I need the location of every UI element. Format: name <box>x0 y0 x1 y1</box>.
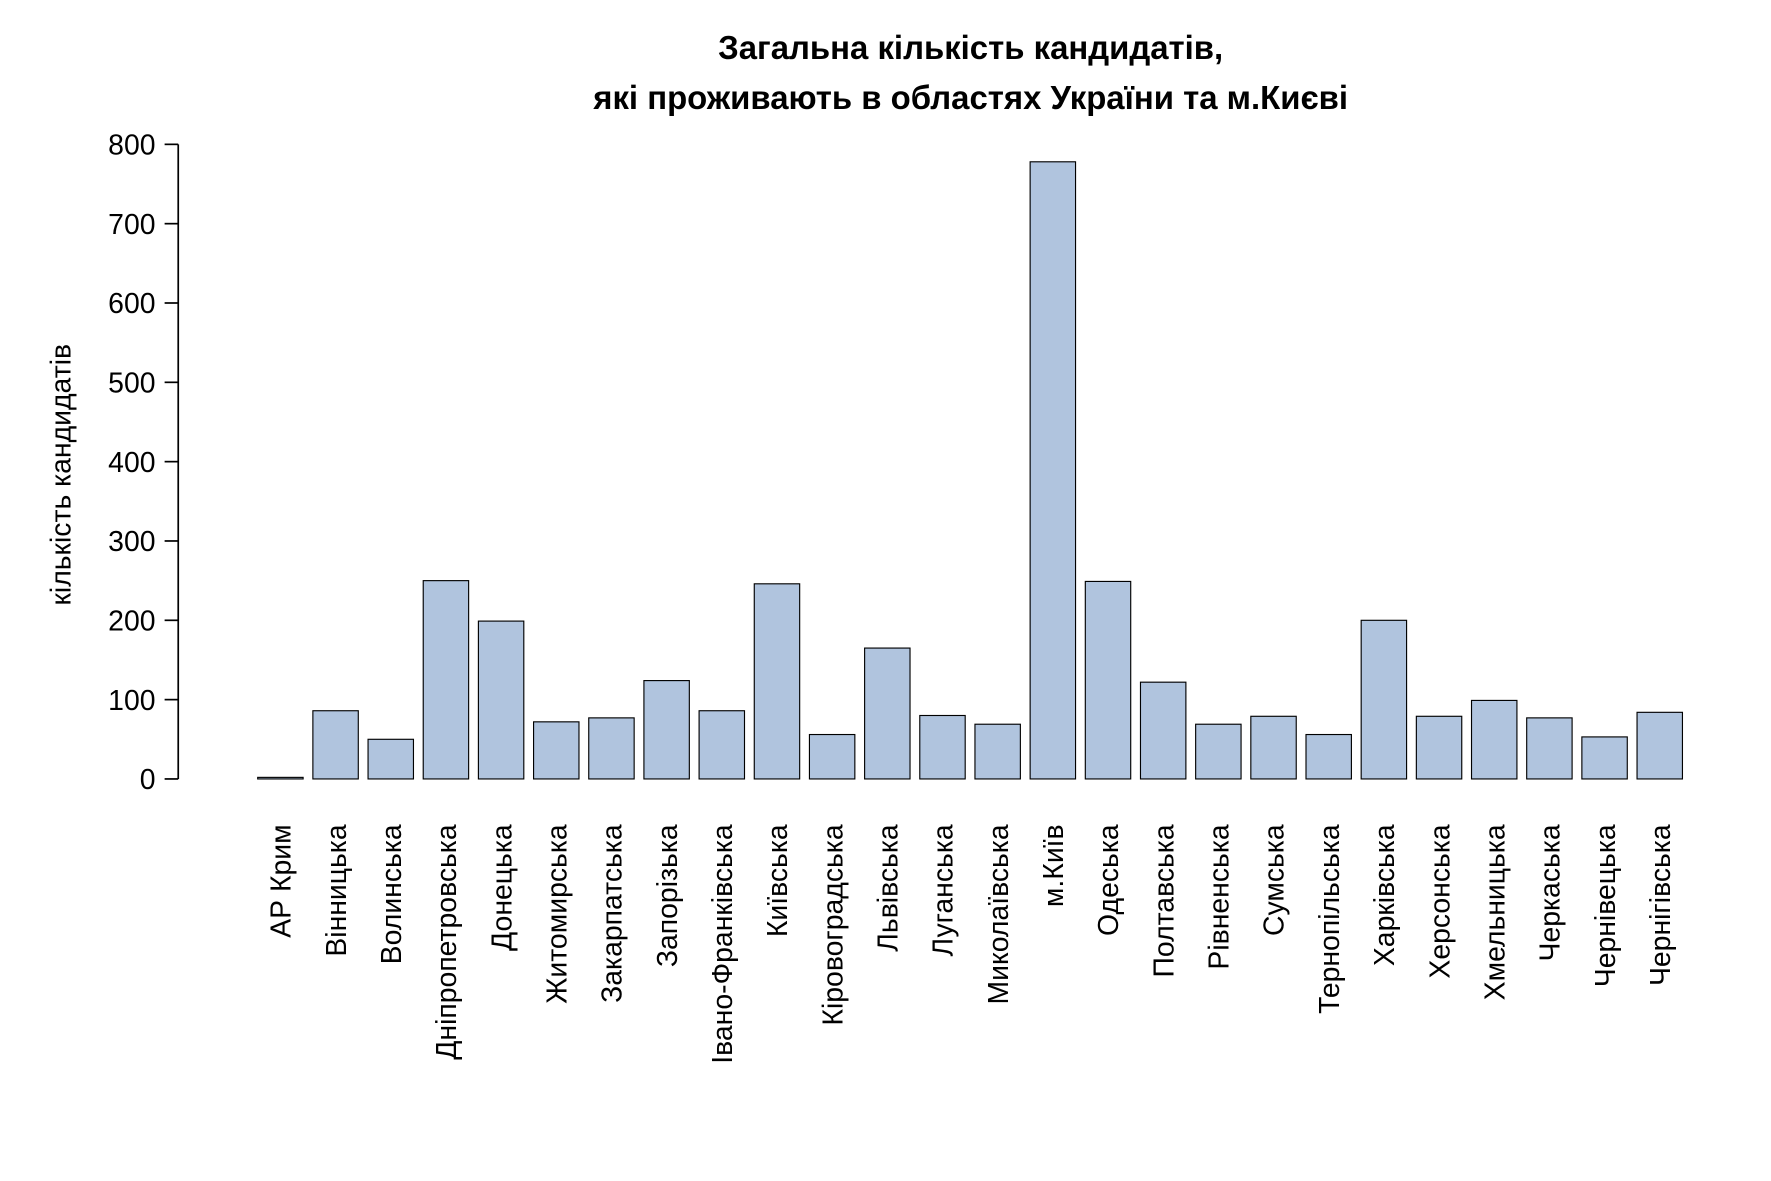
bar <box>1029 161 1077 780</box>
bar <box>1250 715 1297 780</box>
y-tick-label: 500 <box>108 368 155 400</box>
x-tick-label: Запорізька <box>652 824 684 967</box>
x-tick-label: Вінницька <box>321 824 353 956</box>
x-tick-label: Кіровоградська <box>817 824 849 1025</box>
x-tick-label: АР Крим <box>266 824 298 937</box>
x-tick-label: Луганська <box>928 824 960 956</box>
y-tick-label: 400 <box>108 447 155 479</box>
chart-title: які проживають в областях України та м.К… <box>592 79 1348 116</box>
y-tick-label: 0 <box>140 764 156 796</box>
x-tick-label: Миколаївська <box>983 824 1015 1004</box>
bar <box>1581 736 1628 780</box>
y-tick-label: 100 <box>108 685 155 717</box>
x-tick-label: Тернопільська <box>1314 824 1346 1014</box>
y-axis-label: кількість кандидатів <box>45 344 77 606</box>
y-tick-label: 600 <box>108 288 155 320</box>
x-tick-label: Черкаська <box>1535 824 1567 961</box>
x-tick-label: Хмельницька <box>1479 824 1511 1000</box>
bar <box>1139 681 1187 780</box>
x-tick-label: Полтавська <box>1148 824 1180 977</box>
bar <box>1305 733 1352 780</box>
bar <box>808 733 856 780</box>
bar <box>753 583 801 780</box>
bar <box>1470 699 1518 780</box>
bar <box>422 580 470 780</box>
bar <box>698 710 746 780</box>
x-tick-label: Чернігівська <box>1645 824 1677 986</box>
bar <box>1360 619 1408 780</box>
x-tick-label: Закарпатська <box>597 824 629 1003</box>
x-tick-label: Херсонська <box>1424 824 1456 978</box>
bar <box>1415 715 1463 780</box>
y-tick-label: 800 <box>108 130 155 162</box>
bar <box>1195 723 1242 780</box>
bar <box>477 620 525 780</box>
x-tick-label: Одеська <box>1093 824 1125 936</box>
chart-title: Загальна кількість кандидатів, <box>718 29 1223 66</box>
bar <box>919 714 966 780</box>
x-tick-label: Івано-Франківська <box>707 824 739 1064</box>
bar <box>864 647 911 780</box>
x-tick-label: Рівненська <box>1204 824 1236 969</box>
x-tick-label: Харківська <box>1369 824 1401 966</box>
x-tick-label: Донецька <box>486 824 518 951</box>
x-tick-label: Сумська <box>1259 824 1291 936</box>
x-tick-label: Чернівецька <box>1590 824 1622 987</box>
x-tick-label: Волинська <box>376 824 408 964</box>
y-tick-label: 200 <box>108 606 155 638</box>
x-tick-label: м.Київ <box>1038 824 1070 907</box>
x-tick-label: Київська <box>762 824 794 937</box>
bar <box>312 710 359 780</box>
bar <box>1084 580 1132 780</box>
y-tick-label: 300 <box>108 526 155 558</box>
y-tick-label: 700 <box>108 209 155 241</box>
x-tick-label: Житомирська <box>541 824 573 1004</box>
x-tick-label: Дніпропетровська <box>431 824 463 1060</box>
bar <box>257 776 304 780</box>
bar <box>1526 717 1573 780</box>
x-tick-label: Львівська <box>873 824 905 952</box>
bar <box>974 723 1021 780</box>
bar <box>533 721 580 780</box>
bar <box>367 738 415 780</box>
bar <box>1636 711 1684 780</box>
bar <box>643 680 690 780</box>
bar <box>588 717 635 780</box>
